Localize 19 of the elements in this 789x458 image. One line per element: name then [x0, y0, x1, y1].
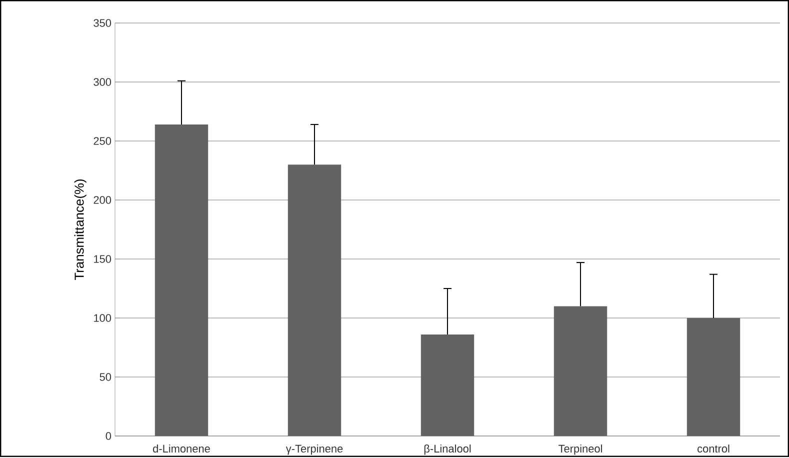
x-tick-label: control	[698, 444, 730, 453]
y-tick-label: 300	[94, 78, 112, 86]
x-tick-label: β-Linalool	[424, 444, 471, 455]
bar	[420, 334, 474, 436]
y-tick-label: 0	[106, 432, 112, 440]
y-tick-label: 350	[94, 19, 112, 27]
bar	[288, 164, 342, 436]
y-tick-label: 50	[100, 373, 112, 381]
x-tick-label: γ-Terpinene	[286, 444, 343, 455]
bar	[154, 124, 208, 436]
x-tick-label: Terpineol	[558, 444, 602, 455]
y-tick-label: 150	[94, 255, 112, 263]
bar	[686, 318, 740, 436]
y-tick-label: 100	[94, 314, 112, 322]
y-axis-title: Transmittance(%)	[74, 179, 86, 280]
y-tick-label: 250	[94, 137, 112, 145]
y-tick-label: 200	[94, 196, 112, 204]
bar	[554, 306, 608, 436]
x-tick-label: d-Limonene	[153, 444, 210, 453]
